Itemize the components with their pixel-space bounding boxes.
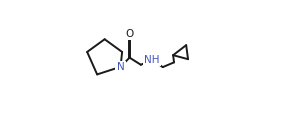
Text: N: N (117, 62, 124, 72)
Text: NH: NH (144, 55, 160, 65)
Text: O: O (126, 29, 134, 39)
